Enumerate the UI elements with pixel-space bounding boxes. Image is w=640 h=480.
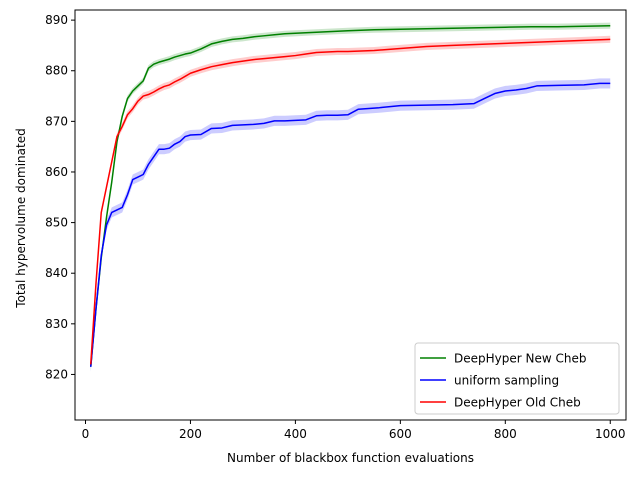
x-axis-label: Number of blackbox function evaluations [227, 451, 474, 465]
y-tick-label: 860 [45, 165, 68, 179]
line-series-0 [89, 24, 611, 367]
line-series-1 [89, 82, 611, 367]
x-tick-label: 200 [179, 427, 202, 441]
x-tick-label: 800 [494, 427, 517, 441]
legend-label-uniform: uniform sampling [454, 374, 559, 388]
y-axis-ticks: 820 830 840 850 860 870 880 890 [45, 13, 75, 381]
plot-area-frame [74, 9, 627, 421]
x-tick-label: 1000 [595, 427, 626, 441]
legend-label-new-cheb: DeepHyper New Cheb [454, 352, 586, 366]
y-axis-label: Total hypervolume dominated [14, 128, 28, 308]
x-tick-label: 600 [389, 427, 412, 441]
y-tick-label: 830 [45, 317, 68, 331]
y-tick-label: 850 [45, 216, 68, 230]
y-tick-label: 820 [45, 367, 68, 381]
y-tick-label: 880 [45, 64, 68, 78]
series-lines [89, 24, 611, 367]
legend-label-old-cheb: DeepHyper Old Cheb [454, 396, 581, 410]
line-series-2 [89, 38, 611, 365]
y-tick-label: 840 [45, 266, 68, 280]
x-axis-ticks: 0 200 400 600 800 1000 [82, 420, 626, 441]
legend: DeepHyper New Cheb uniform sampling Deep… [414, 342, 620, 415]
y-tick-label: 890 [45, 13, 68, 27]
y-tick-label: 870 [45, 114, 68, 128]
x-tick-label: 400 [284, 427, 307, 441]
x-tick-label: 0 [82, 427, 90, 441]
legend-box [414, 342, 620, 415]
